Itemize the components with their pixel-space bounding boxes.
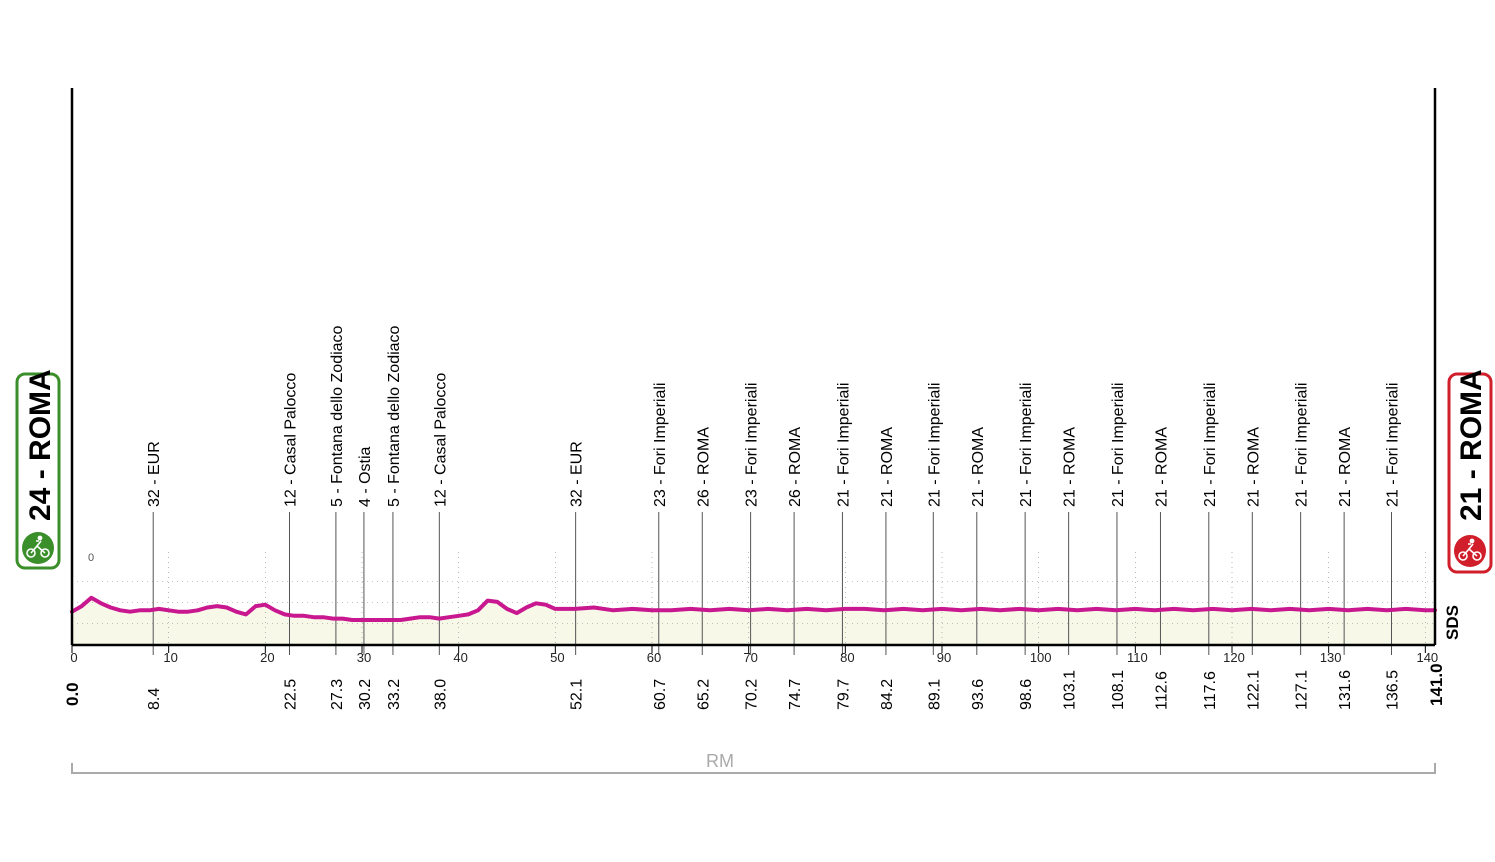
waypoint-km: 131.6 bbox=[1337, 670, 1354, 710]
x-tick-label: 60 bbox=[647, 650, 661, 665]
waypoint-name: 21 - ROMA bbox=[879, 427, 896, 507]
bicycle-glyph bbox=[26, 535, 50, 558]
waypoint-km: 84.2 bbox=[879, 679, 896, 710]
waypoint-marker-lines bbox=[152, 512, 1392, 655]
waypoint-name: 5 - Fontana dello Zodiaco bbox=[329, 325, 346, 507]
waypoint-name: 21 - Fori Imperiali bbox=[1018, 383, 1035, 507]
x-tick-label: 110 bbox=[1127, 650, 1148, 665]
start-badge-label: 24 - ROMA bbox=[24, 369, 57, 521]
profile-fill-area bbox=[72, 597, 1435, 645]
waypoint-name: 32 - EUR bbox=[569, 441, 586, 507]
x-tick-label: 40 bbox=[453, 650, 467, 665]
waypoint-name: 26 - ROMA bbox=[695, 427, 712, 507]
x-tick-label: 120 bbox=[1223, 650, 1245, 665]
waypoint-name: 26 - ROMA bbox=[787, 427, 804, 507]
waypoint-km: 79.7 bbox=[835, 679, 852, 710]
cyclist-start-icon bbox=[22, 532, 54, 564]
x-tick-label: 20 bbox=[260, 650, 274, 665]
elevation-zero-label: 0 bbox=[88, 552, 94, 564]
region-label: RM bbox=[706, 751, 734, 771]
waypoint-km-labels: 8.4 22.5 27.3 30.2 33.2 38.0 52.1 60.7 65.2 70.2 7… bbox=[146, 670, 1401, 710]
x-tick-label: 90 bbox=[937, 650, 951, 665]
waypoint-name: 21 - Fori Imperiali bbox=[835, 383, 852, 507]
waypoint-name: 21 - ROMA bbox=[1245, 427, 1262, 507]
waypoint-name: 21 - Fori Imperiali bbox=[926, 383, 943, 507]
waypoint-name: 21 - Fori Imperiali bbox=[1110, 383, 1127, 507]
finish-badge-label: 21 - ROMA bbox=[1455, 369, 1488, 521]
start-badge: 24 - ROMA bbox=[15, 369, 61, 570]
waypoint-name: 12 - Casal Palocco bbox=[432, 373, 449, 507]
waypoint-km: 136.5 bbox=[1385, 670, 1402, 710]
waypoint-name: 21 - Fori Imperiali bbox=[1385, 383, 1402, 507]
waypoint-km: 122.1 bbox=[1245, 670, 1262, 710]
waypoint-km: 65.2 bbox=[695, 679, 712, 710]
waypoint-km: 60.7 bbox=[652, 679, 669, 710]
waypoint-name: 21 - ROMA bbox=[1337, 427, 1354, 507]
finish-badge-frame bbox=[1447, 372, 1493, 574]
region-bracket: RM bbox=[71, 751, 1436, 774]
waypoint-km: 33.2 bbox=[386, 679, 403, 710]
x-axis-ticks: 0 10 20 30 40 50 60 70 80 90 100 110 120 130 140 bbox=[70, 645, 1438, 665]
waypoint-name: 21 - Fori Imperiali bbox=[1202, 383, 1219, 507]
waypoint-name: 23 - Fori Imperiali bbox=[652, 383, 669, 507]
waypoint-labels: 32 - EUR 12 - Casal Palocco 5 - Fontana de… bbox=[146, 325, 1401, 507]
waypoint-km: 22.5 bbox=[283, 679, 300, 710]
waypoint-km: 38.0 bbox=[432, 679, 449, 710]
finish-badge: 21 - ROMA bbox=[1447, 369, 1493, 574]
elevation-profile-line bbox=[70, 595, 1437, 622]
start-km-label: 0.0 bbox=[63, 682, 82, 706]
x-tick-label: 80 bbox=[840, 650, 854, 665]
waypoint-name: 32 - EUR bbox=[146, 441, 163, 507]
x-tick-label: 70 bbox=[743, 650, 757, 665]
waypoint-km: 117.6 bbox=[1202, 671, 1219, 710]
waypoint-km: 52.1 bbox=[569, 679, 586, 710]
x-tick-label: 100 bbox=[1030, 650, 1052, 665]
waypoint-name: 4 - Ostia bbox=[357, 446, 374, 507]
plot-area bbox=[70, 512, 1437, 655]
x-tick-label: 140 bbox=[1416, 650, 1438, 665]
sponsor-logo: SDS bbox=[1443, 605, 1462, 640]
start-badge-frame bbox=[15, 372, 61, 570]
waypoint-name: 12 - Casal Palocco bbox=[283, 373, 300, 507]
cyclist-finish-icon bbox=[1454, 535, 1486, 567]
waypoint-km: 8.4 bbox=[146, 688, 163, 710]
waypoint-km: 108.1 bbox=[1110, 670, 1127, 710]
waypoint-km: 30.2 bbox=[357, 679, 374, 710]
waypoint-km: 74.7 bbox=[787, 679, 804, 710]
waypoint-name: 5 - Fontana dello Zodiaco bbox=[386, 325, 403, 507]
x-tick-label: 50 bbox=[550, 650, 564, 665]
waypoint-km: 27.3 bbox=[329, 679, 346, 710]
waypoint-km: 127.1 bbox=[1294, 670, 1311, 710]
waypoint-km: 103.1 bbox=[1062, 670, 1079, 710]
waypoint-name: 21 - ROMA bbox=[970, 427, 987, 507]
finish-km-label: 141.0 bbox=[1427, 663, 1446, 706]
waypoint-km: 98.6 bbox=[1018, 679, 1035, 710]
waypoint-name: 21 - ROMA bbox=[1062, 427, 1079, 507]
waypoint-name: 23 - Fori Imperiali bbox=[744, 383, 761, 507]
x-tick-label: 130 bbox=[1320, 650, 1342, 665]
x-tick-label: 10 bbox=[163, 650, 177, 665]
waypoint-km: 112.6 bbox=[1154, 671, 1171, 710]
grid-lines bbox=[72, 552, 1435, 645]
waypoint-name: 21 - ROMA bbox=[1154, 427, 1171, 507]
waypoint-km: 93.6 bbox=[970, 679, 987, 710]
waypoint-name: 21 - Fori Imperiali bbox=[1294, 383, 1311, 507]
waypoint-km: 89.1 bbox=[926, 679, 943, 710]
x-tick-label: 0 bbox=[70, 650, 77, 665]
waypoint-km: 70.2 bbox=[744, 679, 761, 710]
bicycle-glyph-finish bbox=[1458, 538, 1482, 561]
x-tick-label: 30 bbox=[357, 650, 371, 665]
